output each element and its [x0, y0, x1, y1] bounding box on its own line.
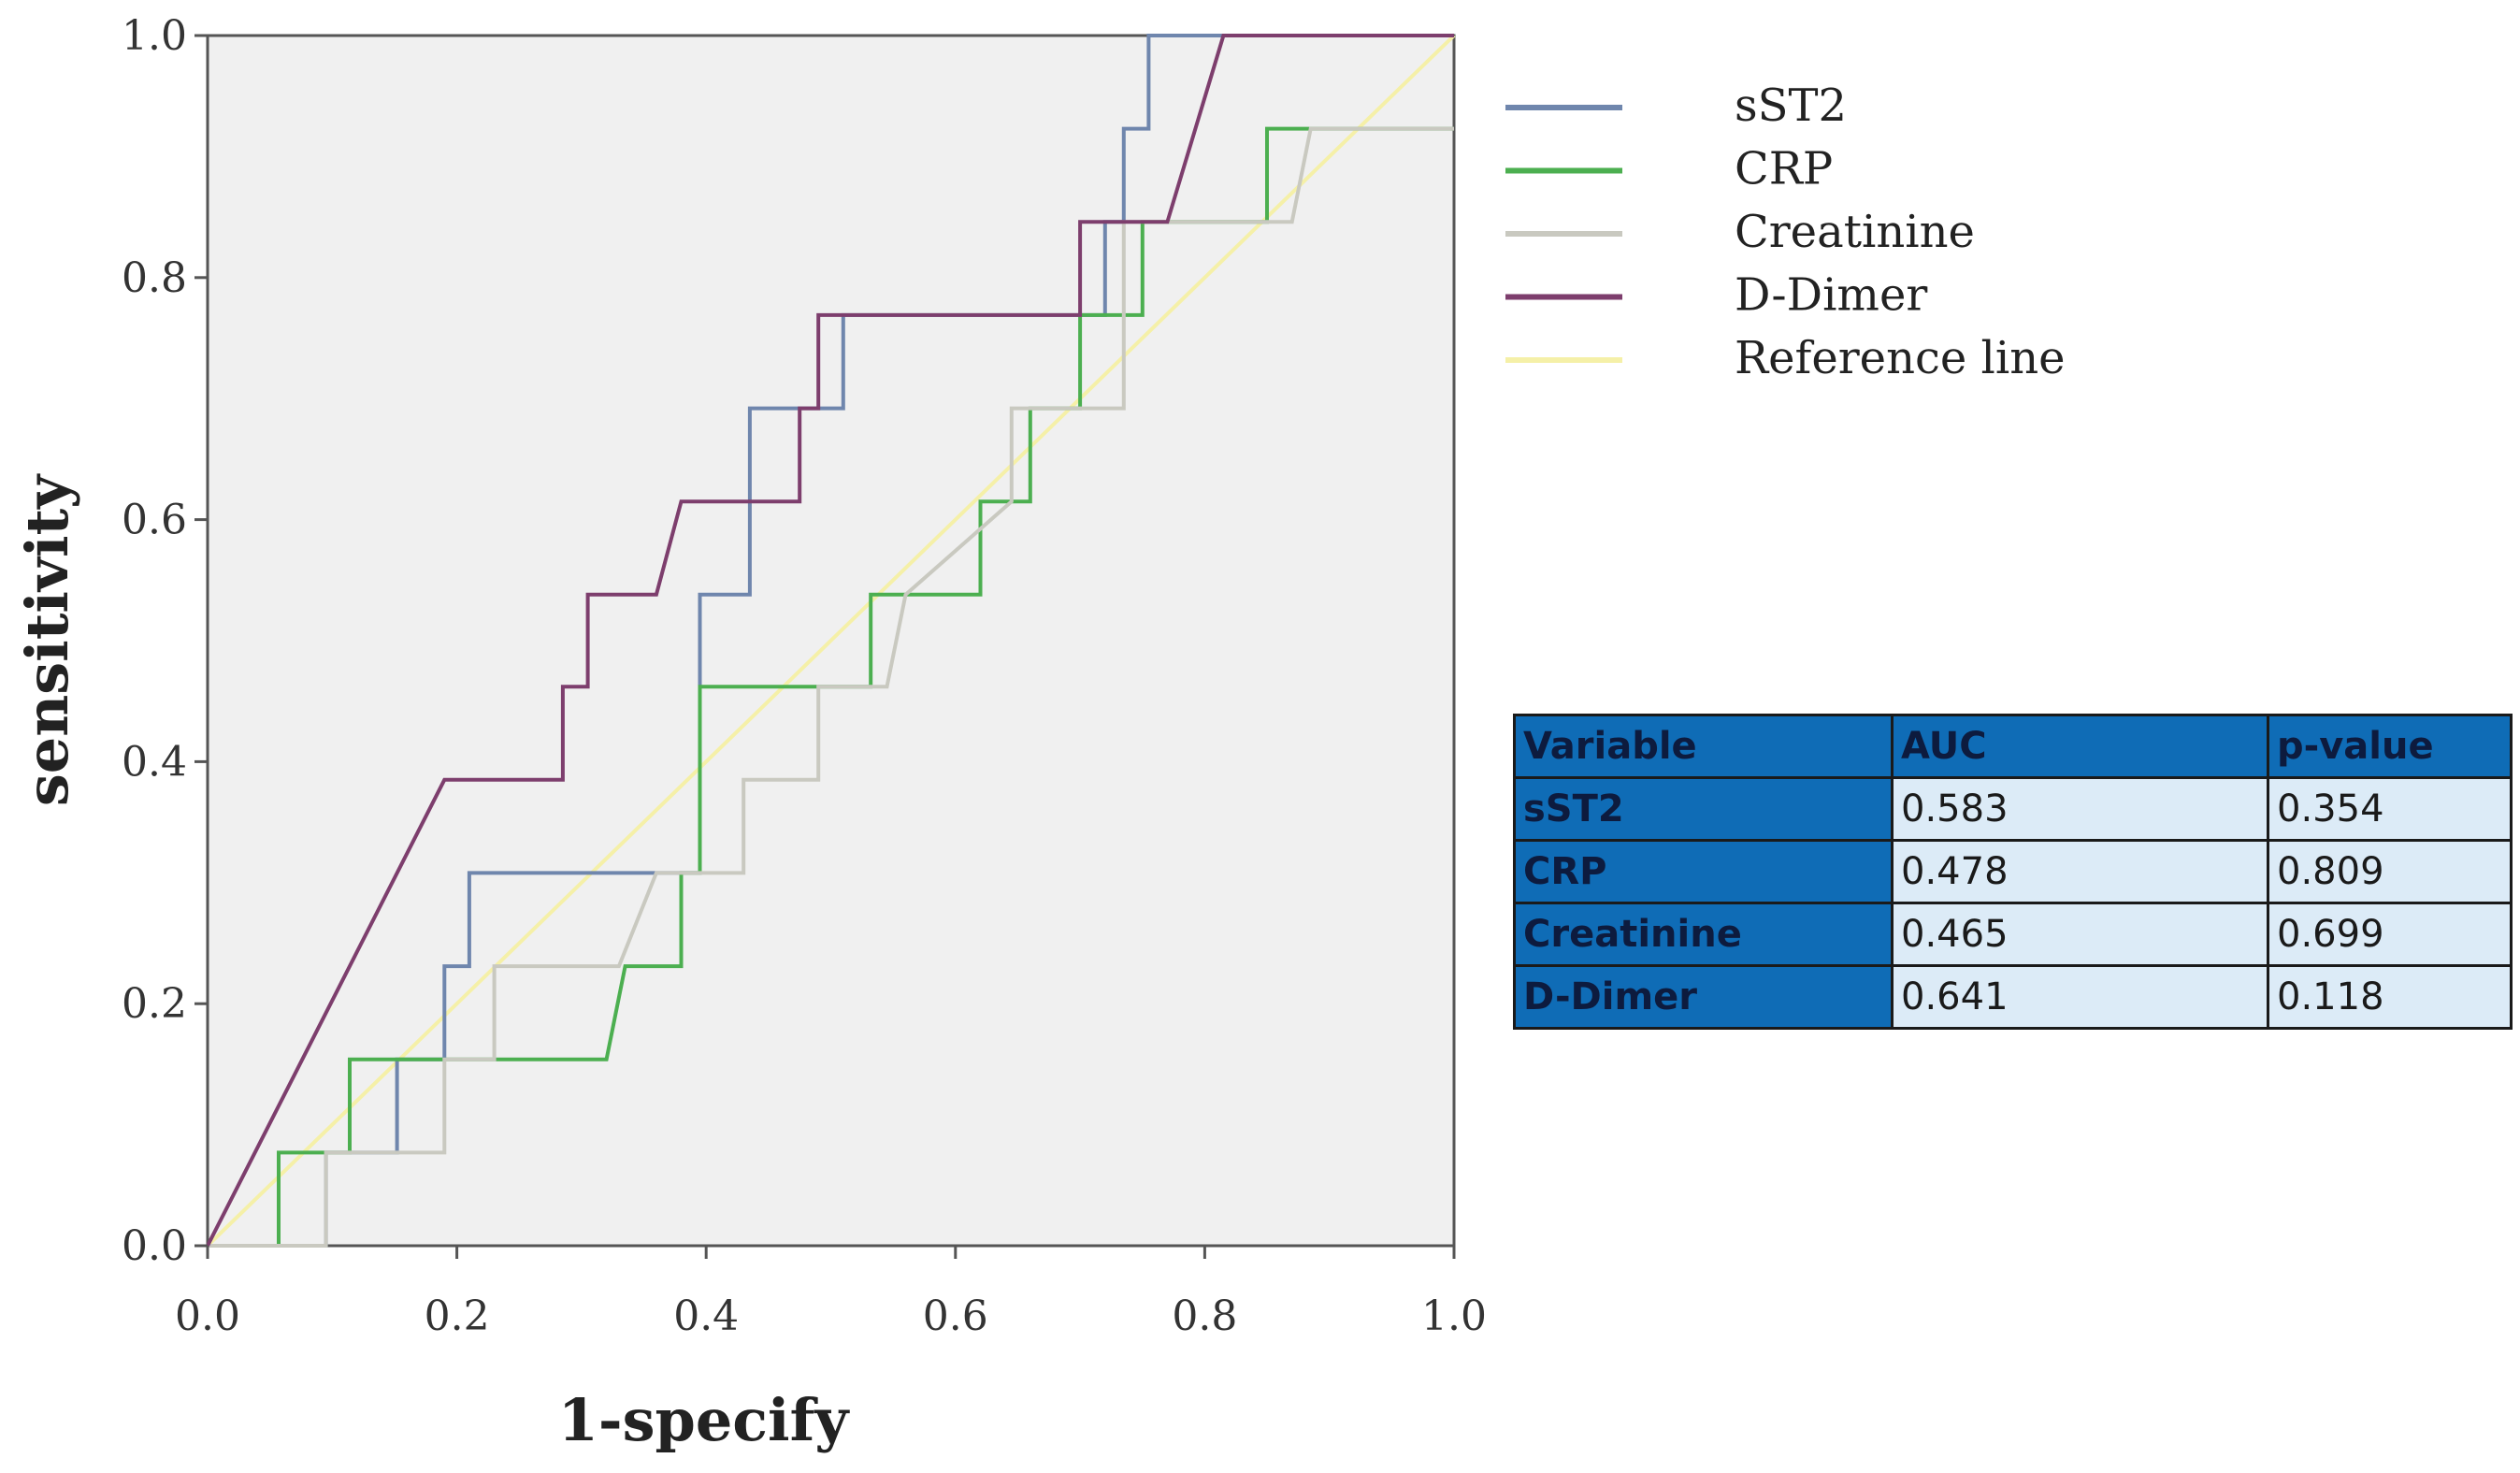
- cell-p-value: 0.118: [2267, 964, 2513, 1030]
- x-tick-label: 0.8: [1172, 1292, 1237, 1340]
- x-tick-label: 0.6: [923, 1292, 988, 1340]
- legend-label: CRP: [1735, 143, 1833, 195]
- y-tick-label: 0.2: [122, 980, 187, 1028]
- table-row: Creatinine 0.465 0.699: [1513, 902, 2513, 967]
- x-axis-title: 1-specify: [558, 1386, 851, 1454]
- series-line-d-dimer: [206, 34, 1454, 1247]
- y-tick-label: 1.0: [122, 12, 187, 60]
- cell-variable: CRP: [1513, 839, 1894, 904]
- cell-p-value: 0.354: [2267, 776, 2513, 842]
- series-line-sst2: [208, 34, 1454, 1248]
- y-tick-label: 0.6: [122, 497, 187, 544]
- table-row: CRP 0.478 0.809: [1513, 839, 2513, 904]
- series-line-reference-line: [206, 34, 1456, 1248]
- cell-auc: 0.583: [1891, 776, 2269, 842]
- legend-label: Reference line: [1735, 332, 2066, 384]
- y-tick-label: 0.8: [122, 254, 187, 302]
- legend-label: sST2: [1735, 79, 1847, 132]
- cell-p-value: 0.699: [2267, 902, 2513, 967]
- header-variable: Variable: [1513, 714, 1894, 779]
- legend-label: D-Dimer: [1735, 269, 1927, 322]
- y-tick-label: 0.4: [122, 738, 187, 786]
- cell-auc: 0.478: [1891, 839, 2269, 904]
- x-tick-label: 0.2: [425, 1292, 490, 1340]
- cell-p-value: 0.809: [2267, 839, 2513, 904]
- cell-variable: D-Dimer: [1513, 964, 1894, 1030]
- table-row: D-Dimer 0.641 0.118: [1513, 964, 2513, 1030]
- x-tick-label: 0.4: [673, 1292, 739, 1340]
- y-tick-label: 0.0: [122, 1222, 187, 1270]
- cell-variable: Creatinine: [1513, 902, 1894, 967]
- cell-auc: 0.465: [1891, 902, 2269, 967]
- cell-auc: 0.641: [1891, 964, 2269, 1030]
- legend-label: Creatinine: [1735, 206, 1975, 258]
- auc-table: Variable AUC p-value sST2 0.583 0.354 CR…: [1513, 714, 2513, 1030]
- header-p-value: p-value: [2267, 714, 2513, 779]
- x-tick-label: 1.0: [1421, 1292, 1487, 1340]
- header-auc: AUC: [1891, 714, 2269, 779]
- x-tick-label: 0.0: [175, 1292, 240, 1340]
- table-row: sST2 0.583 0.354: [1513, 776, 2513, 842]
- table-header-row: Variable AUC p-value: [1513, 714, 2513, 779]
- cell-variable: sST2: [1513, 776, 1894, 842]
- series-line-creatinine: [208, 126, 1454, 1248]
- legend: sST2 CRP Creatinine D-Dimer Reference line: [1505, 79, 2066, 384]
- y-axis-title: sensitivity: [13, 473, 81, 806]
